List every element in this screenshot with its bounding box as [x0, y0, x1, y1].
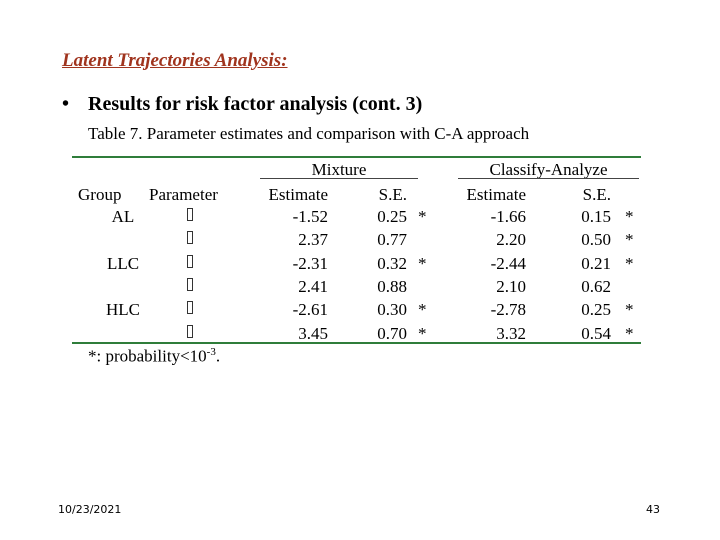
- cell-mix-se: 0.88: [377, 276, 407, 296]
- cell-mix-se: 0.70: [377, 323, 407, 343]
- parameter-symbol-icon: [187, 208, 193, 221]
- parameter-symbol-icon: [187, 277, 193, 291]
- cell-mix-estimate: 2.37: [298, 230, 328, 250]
- cell-ca-estimate: 2.10: [496, 276, 526, 296]
- bullet-marker: •: [62, 93, 70, 115]
- footer-date: 10/23/2021: [58, 503, 122, 516]
- header-mixture: Mixture: [311, 160, 367, 179]
- cell-group: LLC: [106, 253, 140, 273]
- cell-ca-se: 0.25: [581, 300, 611, 320]
- parameter-table: Mixture Classify-Analyze Group Parameter…: [72, 156, 641, 344]
- cell-ca-significance: *: [625, 323, 634, 343]
- slide-title: Latent Trajectories Analysis:: [62, 50, 288, 71]
- cell-mix-estimate: -2.31: [292, 253, 328, 273]
- parameter-symbol-icon: [187, 301, 193, 315]
- cell-ca-estimate: -2.44: [490, 253, 526, 273]
- footnote-exponent: -3: [206, 346, 216, 358]
- cell-ca-significance: *: [625, 230, 634, 250]
- cell-ca-estimate: 3.32: [496, 323, 526, 343]
- cell-mix-estimate: 3.45: [298, 323, 328, 343]
- col-header-ca-estimate: Estimate: [466, 185, 526, 204]
- cell-ca-se: 0.21: [581, 253, 611, 273]
- cell-mix-significance: *: [418, 207, 427, 226]
- cell-mix-estimate: -2.61: [292, 300, 328, 320]
- cell-mix-significance: *: [418, 300, 427, 320]
- parameter-symbol-icon: [187, 254, 193, 268]
- cell-mix-significance: *: [418, 253, 427, 273]
- cell-ca-se: 0.54: [581, 323, 611, 343]
- footnote: *: probability<10-3.: [88, 346, 220, 367]
- cell-mix-se: 0.77: [377, 230, 407, 250]
- col-header-group: Group: [78, 185, 122, 204]
- parameter-symbol-icon: [187, 324, 193, 338]
- cell-ca-significance: *: [625, 253, 634, 273]
- footnote-text: *: probability<10: [88, 346, 207, 366]
- footer-page-number: 43: [646, 503, 660, 516]
- classify-analyze-rule: [458, 178, 639, 179]
- cell-ca-estimate: 2.20: [496, 230, 526, 250]
- cell-mix-estimate: 2.41: [298, 276, 328, 296]
- bullet-text: Results for risk factor analysis (cont. …: [88, 93, 423, 115]
- header-classify-analyze: Classify-Analyze: [489, 160, 608, 179]
- cell-group: AL: [111, 207, 135, 226]
- col-header-mix-estimate: Estimate: [268, 185, 328, 204]
- cell-ca-estimate: -1.66: [490, 207, 526, 226]
- cell-group: HLC: [106, 300, 140, 320]
- cell-mix-se: 0.25: [377, 207, 407, 226]
- cell-ca-se: 0.62: [581, 276, 611, 296]
- table-bottom-rule: [72, 342, 641, 344]
- bullet-item: • Results for risk factor analysis (cont.…: [62, 93, 422, 116]
- mixture-rule: [260, 178, 418, 179]
- cell-mix-se: 0.32: [377, 253, 407, 273]
- cell-ca-se: 0.50: [581, 230, 611, 250]
- cell-mix-significance: *: [418, 323, 427, 343]
- cell-ca-significance: *: [625, 207, 634, 226]
- footnote-suffix: .: [215, 346, 221, 366]
- col-header-parameter: Parameter: [149, 185, 218, 204]
- cell-ca-se: 0.15: [581, 207, 611, 226]
- table-top-rule: [72, 156, 641, 158]
- cell-mix-se: 0.30: [377, 300, 407, 320]
- cell-ca-significance: *: [625, 300, 634, 320]
- cell-ca-estimate: -2.78: [490, 300, 526, 320]
- parameter-symbol-icon: [187, 231, 193, 245]
- table-caption: Table 7. Parameter estimates and compari…: [88, 124, 530, 143]
- col-header-mix-se: S.E.: [378, 185, 407, 204]
- col-header-ca-se: S.E.: [582, 185, 611, 204]
- cell-mix-estimate: -1.52: [292, 207, 328, 226]
